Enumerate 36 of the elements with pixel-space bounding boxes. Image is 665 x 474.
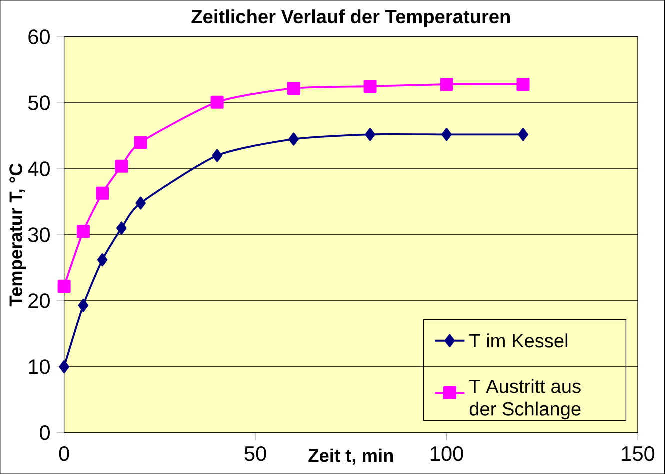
y-tick-label: 30 bbox=[28, 227, 50, 242]
y-tick-label: 60 bbox=[28, 29, 50, 44]
x-tick-label: 100 bbox=[430, 446, 464, 461]
point bbox=[97, 253, 108, 266]
point bbox=[58, 280, 71, 293]
point bbox=[59, 360, 70, 374]
point bbox=[116, 222, 127, 235]
point bbox=[288, 132, 299, 146]
point bbox=[78, 298, 89, 312]
y-tick-label: 50 bbox=[28, 95, 50, 110]
x-tick-label: 0 bbox=[59, 446, 70, 461]
x-tick-label: 150 bbox=[622, 446, 655, 461]
point bbox=[440, 78, 454, 91]
y-axis-title: Temperatur T, °C bbox=[10, 163, 26, 306]
x-axis-title: Zeit t, min bbox=[308, 448, 394, 465]
point bbox=[365, 128, 376, 141]
y-tick-label: 20 bbox=[28, 293, 50, 308]
point bbox=[76, 224, 90, 238]
point bbox=[96, 186, 110, 200]
point bbox=[364, 80, 377, 93]
legend-label: T im Kessel bbox=[470, 333, 568, 348]
point bbox=[115, 160, 128, 173]
y-tick-label: 40 bbox=[28, 161, 50, 176]
chart-title: Zeitlicher Verlauf der Temperaturen bbox=[192, 9, 510, 28]
y-tick-label: 0 bbox=[40, 425, 50, 440]
x-tick-label: 50 bbox=[244, 446, 266, 461]
legend-label: T Austritt aus der Schlange bbox=[470, 379, 581, 420]
point bbox=[136, 196, 146, 210]
point bbox=[212, 149, 222, 162]
point bbox=[516, 78, 530, 91]
y-tick-label: 10 bbox=[29, 359, 50, 374]
point bbox=[210, 96, 224, 109]
point bbox=[442, 128, 452, 141]
point bbox=[518, 128, 528, 141]
point bbox=[134, 136, 148, 149]
point bbox=[287, 82, 300, 95]
